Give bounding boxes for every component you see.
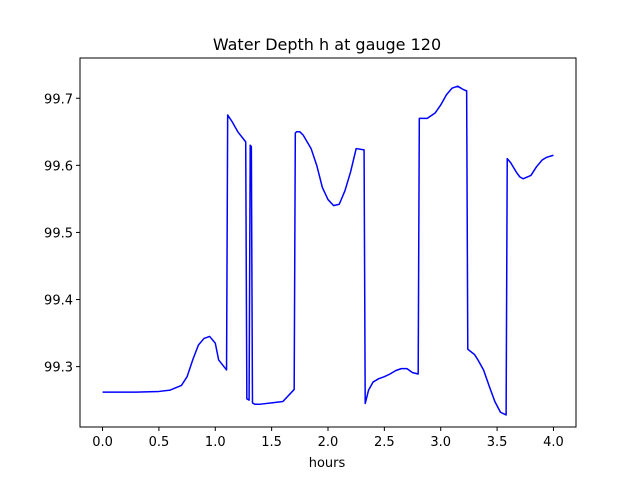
x-tick-label: 0.0 <box>92 435 113 450</box>
x-axis: 0.0 0.5 1.0 1.5 2.0 2.5 3.0 3.5 4.0 <box>92 427 564 450</box>
x-tick-label: 0.5 <box>149 435 170 450</box>
y-tick-label: 99.6 <box>44 159 73 174</box>
x-tick-label: 2.5 <box>374 435 395 450</box>
x-axis-label: hours <box>309 456 346 471</box>
y-tick-label: 99.7 <box>44 92 73 107</box>
x-tick-label: 1.5 <box>261 435 282 450</box>
x-tick-label: 3.5 <box>487 435 508 450</box>
chart-title: Water Depth h at gauge 120 <box>213 35 441 54</box>
x-tick-label: 4.0 <box>543 435 564 450</box>
x-tick-label: 2.0 <box>318 435 339 450</box>
y-axis: 99.3 99.4 99.5 99.6 99.7 <box>44 92 80 376</box>
x-tick-label: 3.0 <box>430 435 451 450</box>
y-tick-label: 99.5 <box>44 226 73 241</box>
plot-area <box>102 85 554 416</box>
y-tick-label: 99.4 <box>44 294 73 309</box>
x-tick-label: 1.0 <box>205 435 226 450</box>
y-tick-label: 99.3 <box>44 361 73 376</box>
series-line-0 <box>102 85 554 416</box>
axes-frame <box>79 57 577 428</box>
